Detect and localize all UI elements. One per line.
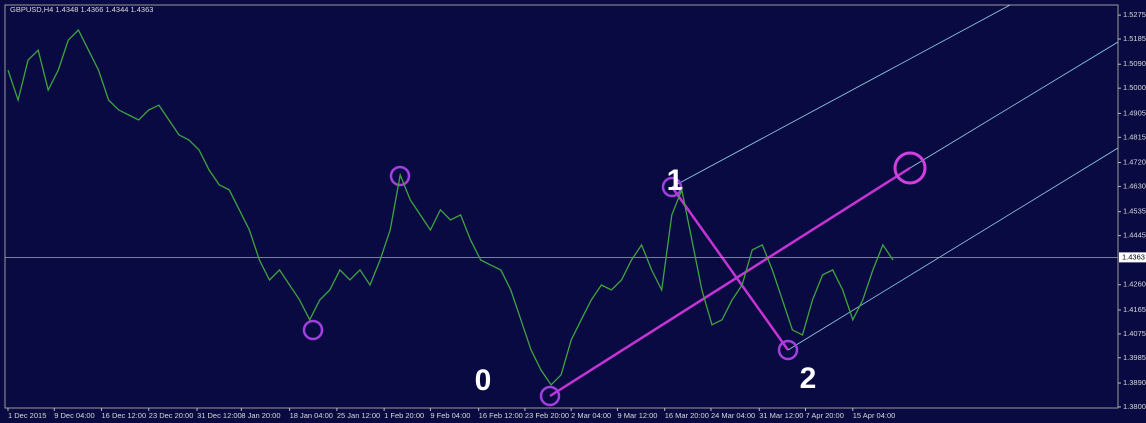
x-tick-label: 16 Dec 12:00 <box>102 411 147 420</box>
pivot-marker <box>661 176 683 198</box>
y-tick-label: 1.3800 <box>1123 402 1146 411</box>
x-tick-label: 23 Feb 20:00 <box>525 411 569 420</box>
y-tick-label: 1.3890 <box>1123 378 1146 387</box>
x-tick-label: 31 Mar 12:00 <box>759 411 803 420</box>
y-tick-label: 1.4720 <box>1123 158 1146 167</box>
x-tick-label: 1 Feb 20:00 <box>384 411 424 420</box>
y-tick-label: 1.3985 <box>1123 353 1146 362</box>
lower-line <box>787 147 1119 351</box>
x-tick-label: 25 Jan 12:00 <box>337 411 380 420</box>
y-tick-label: 1.4445 <box>1123 231 1146 240</box>
upper-line <box>671 4 1011 188</box>
y-tick-label: 1.5090 <box>1123 59 1146 68</box>
x-tick-label: 9 Dec 04:00 <box>54 411 94 420</box>
x-tick-label: 8 Jan 20:00 <box>241 411 280 420</box>
annotation: 2 <box>800 362 817 395</box>
y-tick-label: 1.5185 <box>1123 34 1146 43</box>
x-tick-label: 23 Dec 20:00 <box>149 411 194 420</box>
swing-marker <box>302 319 324 341</box>
x-tick-label: 1 Dec 2015 <box>8 411 46 420</box>
y-tick-label: 1.5275 <box>1123 10 1146 19</box>
swing-marker <box>389 165 411 187</box>
x-tick-label: 2 Mar 04:00 <box>571 411 611 420</box>
current-price-box <box>1119 252 1146 263</box>
x-tick-label: 9 Feb 04:00 <box>430 411 470 420</box>
current-price-label: 1.4363 <box>1122 252 1145 261</box>
y-tick-label: 1.4165 <box>1123 305 1146 314</box>
x-tick-label: 9 Mar 12:00 <box>617 411 657 420</box>
price-line <box>7 28 894 386</box>
x-tick-label: 16 Feb 12:00 <box>479 411 523 420</box>
median-extension <box>909 41 1119 169</box>
y-tick-label: 1.4260 <box>1123 280 1146 289</box>
pivot-marker <box>777 339 799 361</box>
y-tick-label: 1.5000 <box>1123 83 1146 92</box>
annotation: 0 <box>475 364 492 397</box>
chart-title: GBPUSD,H4 1.4348 1.4366 1.4344 1.4363 <box>10 5 153 14</box>
y-tick-label: 1.4630 <box>1123 181 1146 190</box>
pitchfork <box>302 4 1119 407</box>
y-tick-label: 1.4535 <box>1123 207 1146 216</box>
x-tick-label: 31 Dec 12:00 <box>197 411 242 420</box>
x-tick-label: 15 Apr 04:00 <box>853 411 896 420</box>
y-tick-label: 1.4905 <box>1123 108 1146 117</box>
x-tick-label: 7 Apr 20:00 <box>806 411 844 420</box>
plot-frame <box>4 4 1119 409</box>
x-tick-label: 18 Jan 04:00 <box>290 411 333 420</box>
target-marker <box>893 151 927 185</box>
pivot-marker <box>539 385 561 407</box>
median-line <box>549 166 911 398</box>
annotation: 1 <box>667 164 684 197</box>
y-tick-label: 1.4075 <box>1123 329 1146 338</box>
y-tick-label: 1.4815 <box>1123 132 1146 141</box>
x-tick-label: 16 Mar 20:00 <box>665 411 709 420</box>
pivot-line <box>670 186 790 351</box>
x-tick-label: 24 Mar 04:00 <box>711 411 755 420</box>
